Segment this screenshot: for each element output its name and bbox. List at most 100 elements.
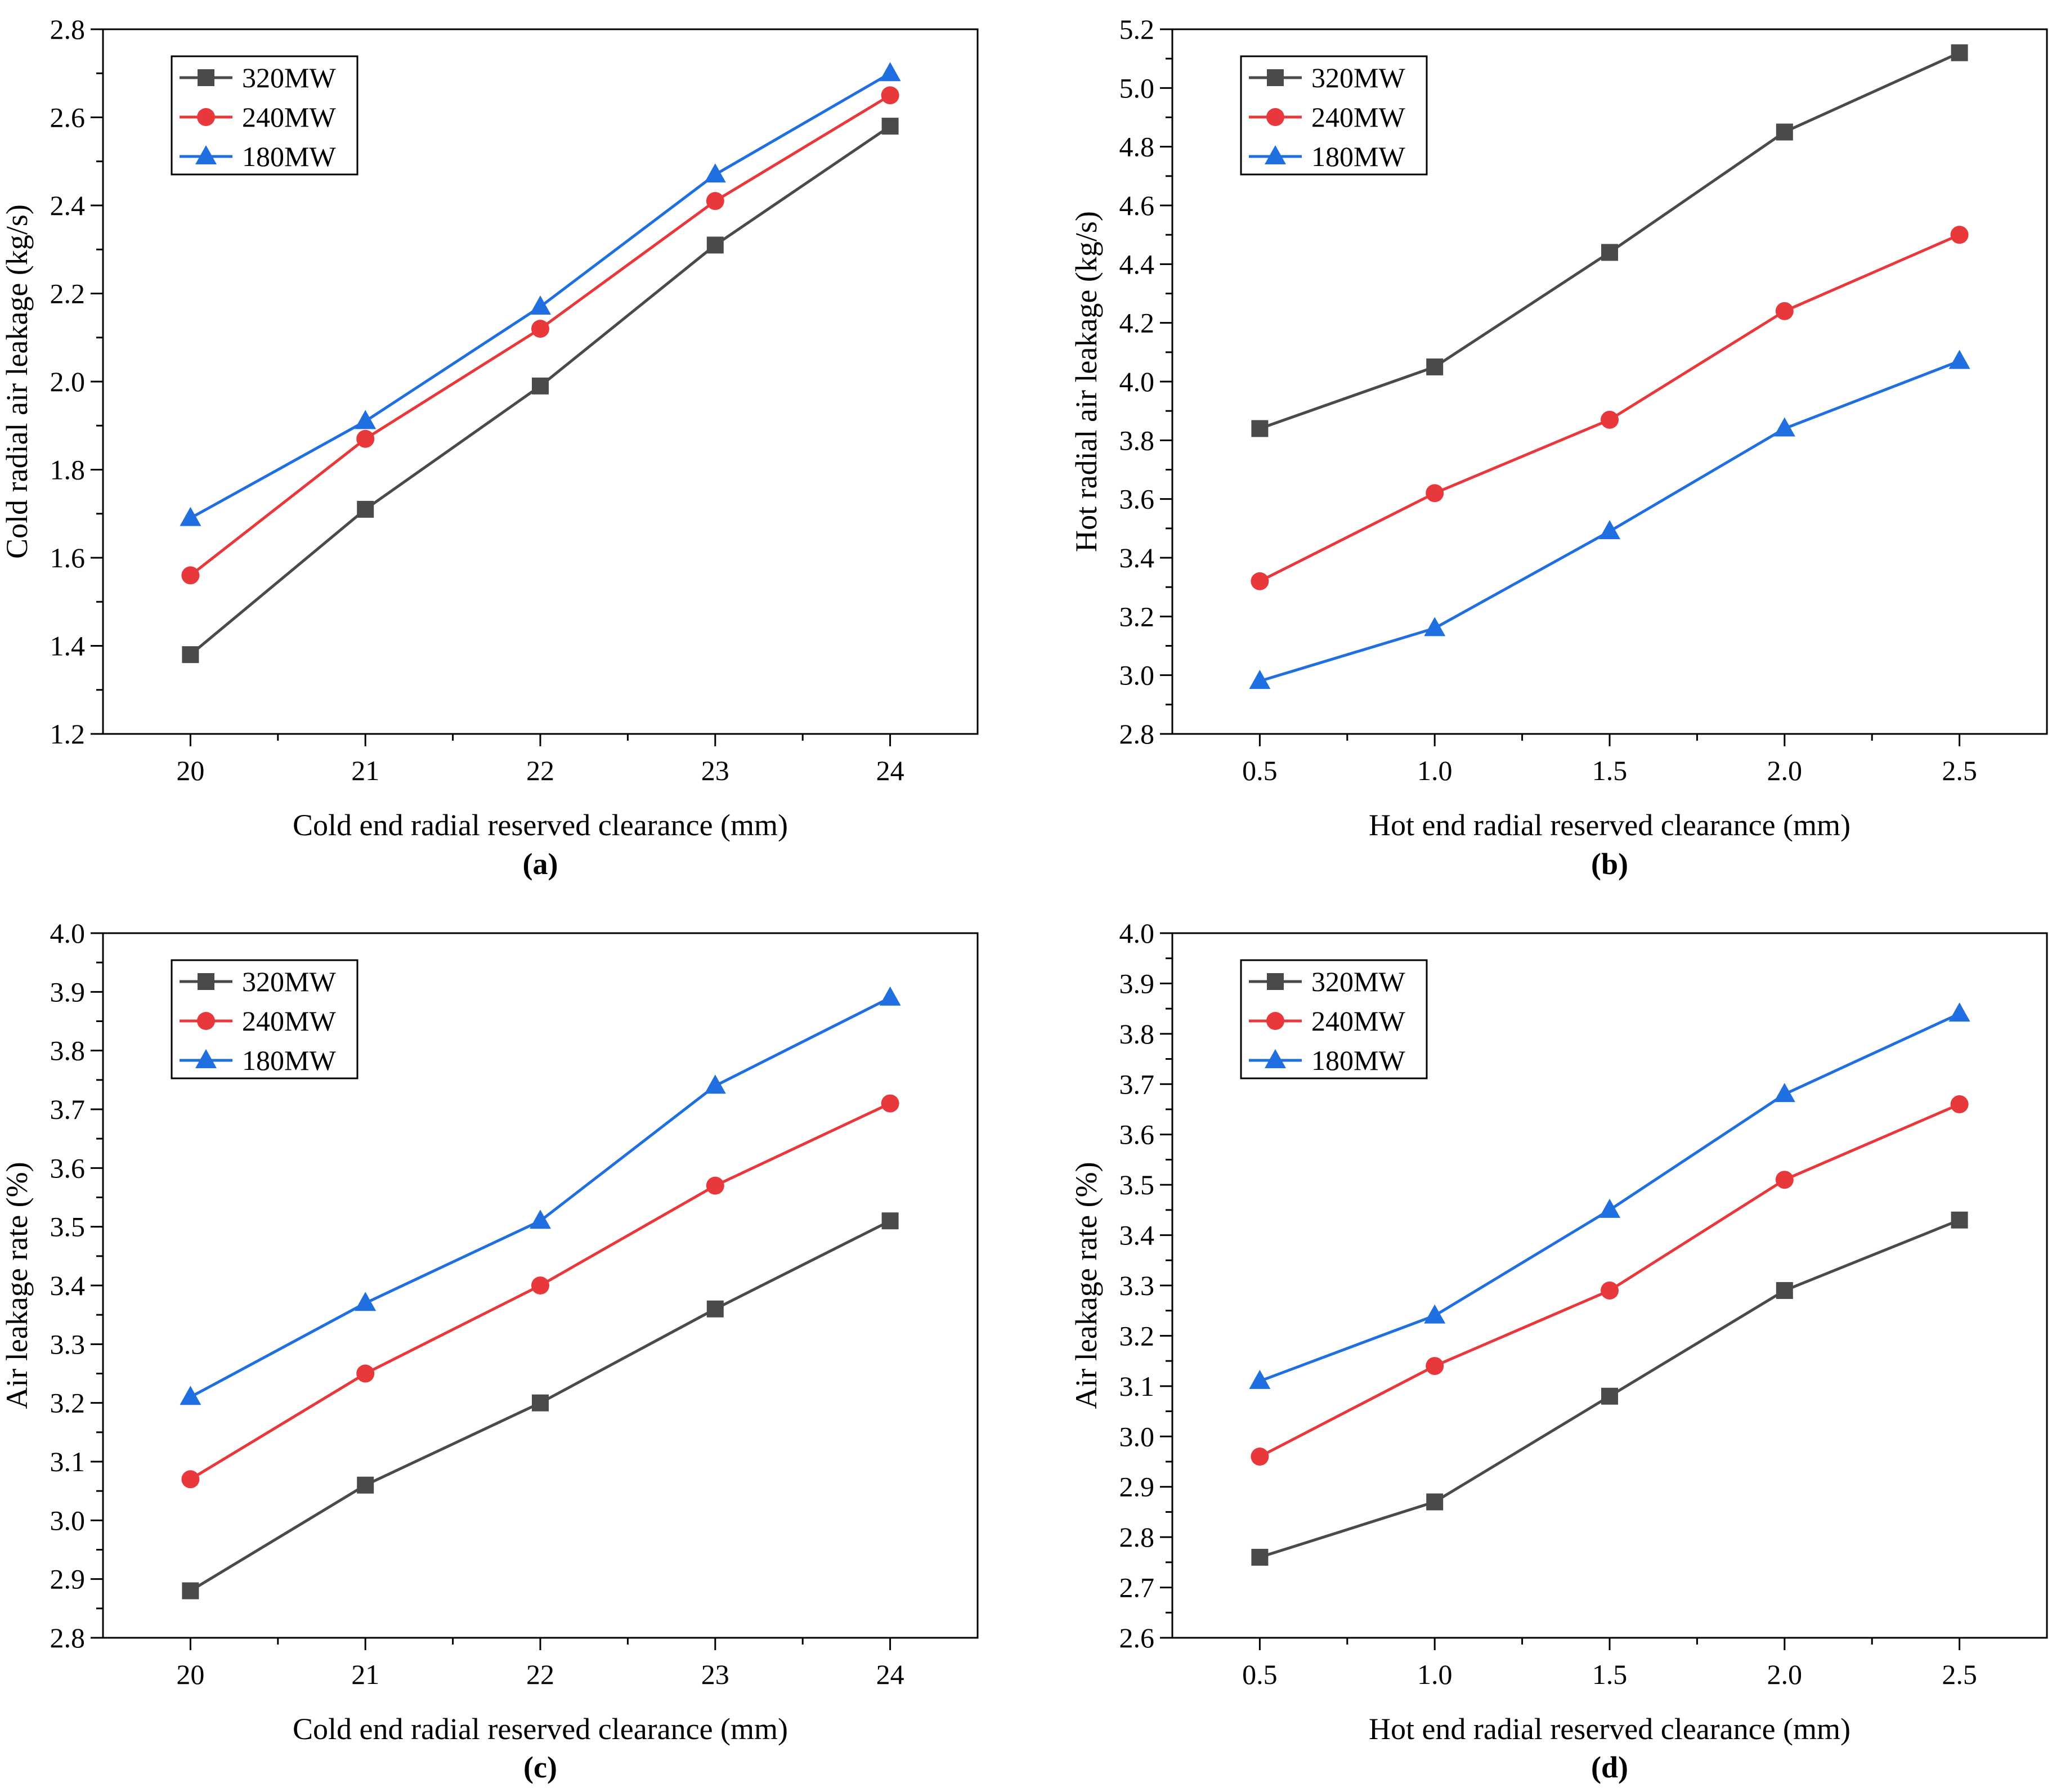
y-tick-label: 5.2 (1119, 14, 1155, 45)
y-tick-label: 3.9 (1119, 967, 1155, 999)
y-tick-label: 2.8 (1119, 718, 1155, 750)
panel-label: (b) (1591, 847, 1628, 881)
y-tick-label: 3.2 (1119, 601, 1155, 632)
data-point (1951, 44, 1968, 61)
data-point (357, 500, 374, 518)
data-point (1426, 1493, 1444, 1511)
x-tick-label: 21 (351, 1659, 379, 1690)
x-axis-title: Cold end radial reserved clearance (mm) (293, 1712, 788, 1746)
series-320MW (1251, 44, 1968, 437)
x-tick-label: 2.5 (1942, 755, 1977, 786)
y-tick-label: 3.7 (1119, 1068, 1155, 1100)
x-tick-label: 1.5 (1592, 1659, 1628, 1690)
y-tick-label: 3.8 (1119, 1018, 1155, 1050)
y-tick-label: 2.8 (50, 14, 86, 45)
data-point (1249, 1369, 1271, 1389)
y-tick-label: 3.2 (50, 1387, 86, 1419)
data-point (1950, 226, 1969, 244)
y-axis-title: Air leakage rate (%) (1069, 1162, 1103, 1409)
data-point (1601, 1387, 1618, 1405)
data-point (881, 1212, 899, 1230)
panel-label: (d) (1591, 1750, 1628, 1784)
y-tick-label: 3.0 (1119, 660, 1155, 691)
x-axis-title: Cold end radial reserved clearance (mm) (293, 808, 788, 842)
data-point (530, 1209, 551, 1229)
data-point (531, 1276, 549, 1294)
panel-label: (c) (523, 1750, 557, 1784)
data-point (1251, 1448, 1269, 1466)
y-tick-label: 3.0 (1119, 1421, 1155, 1452)
data-point (530, 295, 551, 315)
x-tick-label: 2.0 (1767, 1659, 1803, 1690)
data-point (1426, 484, 1444, 503)
y-tick-label: 3.5 (50, 1211, 86, 1243)
series-180MW (1249, 350, 1970, 689)
y-tick-label: 3.2 (1119, 1320, 1155, 1351)
y-tick-label: 2.9 (50, 1563, 86, 1595)
y-tick-label: 4.0 (1119, 366, 1155, 397)
x-tick-label: 21 (351, 755, 379, 786)
y-tick-label: 2.6 (50, 102, 86, 133)
data-point (1599, 520, 1620, 540)
x-axis-title: Hot end radial reserved clearance (mm) (1369, 808, 1851, 842)
panel-a: 20 21 22 23 24 1.2 1.4 1.6 1.8 2.0 2.2 2.4 2.6 2.8 Col… (0, 14, 979, 881)
x-tick-label: 1.0 (1417, 755, 1453, 786)
y-tick-label: 2.8 (1119, 1521, 1155, 1553)
series-240MW (181, 86, 899, 585)
data-point (881, 118, 899, 135)
x-tick-label: 20 (176, 755, 204, 786)
series-240MW (181, 1094, 899, 1489)
y-tick-label: 2.2 (50, 278, 86, 310)
legend: 320MW 240MW 180MW (171, 959, 359, 1079)
y-tick-label: 3.0 (50, 1504, 86, 1536)
y-tick-label: 2.9 (1119, 1471, 1155, 1503)
legend-label: 180MW (1311, 141, 1405, 172)
data-point (182, 1582, 199, 1600)
x-tick-label: 24 (876, 1659, 904, 1690)
legend-label: 320MW (1311, 62, 1405, 93)
legend-marker (198, 69, 214, 86)
y-tick-label: 4.4 (1119, 248, 1155, 280)
y-tick-label: 3.4 (1119, 542, 1155, 574)
data-point (1776, 1282, 1793, 1299)
data-point (1426, 358, 1444, 375)
y-tick-label: 3.1 (1119, 1370, 1155, 1402)
legend-marker (195, 145, 217, 164)
data-point (881, 1094, 899, 1113)
series-320MW (182, 1212, 899, 1600)
data-point (1601, 1281, 1619, 1300)
y-tick-label: 3.1 (50, 1446, 86, 1477)
data-point (355, 1292, 377, 1311)
series-180MW (180, 986, 901, 1405)
series-320MW (1251, 1211, 1968, 1566)
y-tick-label: 3.9 (50, 976, 86, 1007)
legend-label: 240MW (242, 101, 336, 133)
y-axis-title: Air leakage rate (%) (0, 1162, 34, 1409)
y-tick-label: 4.8 (1119, 131, 1155, 163)
y-tick-label: 1.6 (50, 542, 86, 574)
x-tick-label: 23 (701, 755, 729, 786)
data-point (1251, 572, 1269, 590)
y-axis-title: Cold radial air leakage (kg/s) (0, 204, 34, 559)
legend: 320MW 240MW 180MW (1240, 959, 1428, 1079)
y-tick-label: 3.7 (50, 1094, 86, 1125)
data-point (704, 163, 726, 183)
legend-marker (198, 973, 214, 990)
data-point (1249, 670, 1271, 689)
y-tick-label: 3.4 (1119, 1220, 1155, 1251)
data-point (1950, 1095, 1969, 1114)
x-tick-label: 1.0 (1417, 1659, 1453, 1690)
data-point (181, 566, 200, 585)
legend: 320MW 240MW 180MW (171, 55, 359, 176)
data-point (531, 320, 549, 338)
legend-marker (197, 108, 215, 126)
data-point (1948, 350, 1970, 369)
y-tick-label: 3.8 (1119, 424, 1155, 456)
x-tick-label: 20 (176, 1659, 204, 1690)
legend: 320MW 240MW 180MW (1240, 55, 1428, 176)
y-tick-label: 2.8 (50, 1622, 86, 1654)
x-tick-label: 2.5 (1942, 1659, 1977, 1690)
legend-marker (1267, 69, 1284, 86)
x-tick-label: 22 (526, 755, 554, 786)
y-tick-label: 3.6 (1119, 1119, 1155, 1150)
